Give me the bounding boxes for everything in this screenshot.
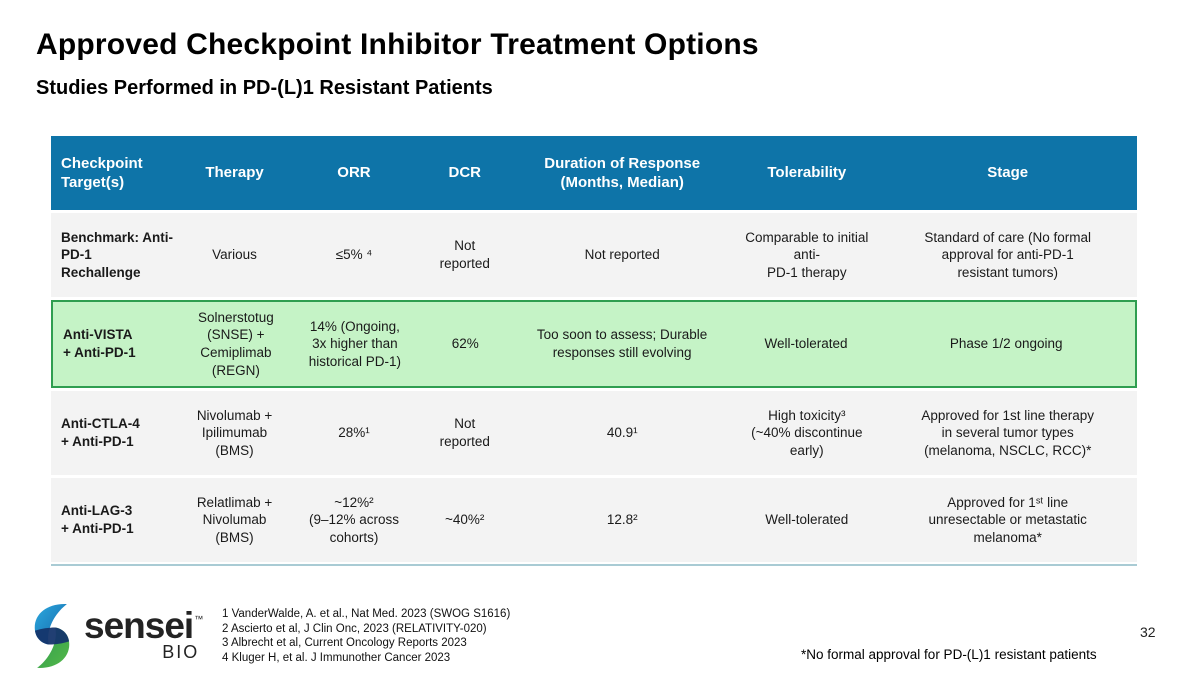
logo-bio-label: BIO: [162, 642, 200, 662]
header-cell: Checkpoint Target(s): [61, 154, 143, 192]
sensei-logo-icon: [34, 603, 70, 669]
reference-line: 1 VanderWalde, A. et al., Nat Med. 2023 …: [222, 608, 511, 620]
cell-duration: 40.9¹: [606, 425, 638, 441]
cell-orr: 28%¹: [338, 425, 370, 441]
footnote-asterisk: *No formal approval for PD-(L)1 resistan…: [801, 647, 1097, 662]
cell-checkpoint-target: Anti-LAG-3 + Anti-PD-1: [61, 503, 134, 536]
page-title: Approved Checkpoint Inhibitor Treatment …: [36, 28, 759, 61]
cell-checkpoint-target: Benchmark: Anti- PD-1 Rechallenge: [61, 229, 174, 280]
cell-therapy: Solnerstotug (SNSE) + Cemiplimab (REGN): [197, 309, 274, 378]
header-cell: Duration of Response (Months, Median): [544, 154, 701, 192]
cell-checkpoint-target: Anti-VISTA + Anti-PD-1: [63, 327, 136, 360]
cell-orr: ≤5% ⁴: [335, 247, 373, 263]
logo-text: sensei™ BIO: [84, 605, 203, 663]
cell-stage: Phase 1/2 ongoing: [949, 336, 1063, 352]
cell-duration: Not reported: [584, 247, 660, 263]
table-body: Benchmark: Anti- PD-1 Rechallenge Variou…: [51, 213, 1137, 562]
table-row: Benchmark: Anti- PD-1 Rechallenge Variou…: [51, 213, 1137, 297]
cell-duration: 12.8²: [606, 512, 638, 528]
reference-line: 2 Ascierto et al, J Clin Onc, 2023 (RELA…: [222, 622, 487, 635]
reference-line: 4 Kluger H, et al. J Immunother Cancer 2…: [222, 652, 451, 665]
cell-dcr: 62%: [451, 336, 479, 352]
cell-therapy: Nivolumab + Ipilimumab (BMS): [196, 407, 273, 458]
cell-tolerability: High toxicity³ (~40% discontinue early): [751, 407, 863, 458]
page-number: 32: [1140, 624, 1156, 640]
table-row: Anti-VISTA + Anti-PD-1 Solnerstotug (SNS…: [51, 300, 1137, 388]
cell-tolerability: Well-tolerated: [764, 336, 848, 352]
sensei-bio-logo: sensei™ BIO: [28, 603, 203, 669]
header-cell: Tolerability: [767, 164, 847, 182]
table-row: Anti-LAG-3 + Anti-PD-1 Relatlimab + Nivo…: [51, 478, 1137, 562]
logo-brand-name: sensei™: [84, 605, 203, 646]
cell-therapy: Various: [212, 247, 257, 263]
references: 1 VanderWalde, A. et al., Nat Med. 2023 …: [222, 607, 510, 666]
table-bottom-accent-line: [51, 564, 1137, 566]
cell-orr: 14% (Ongoing, 3x higher than historical …: [308, 318, 401, 369]
cell-tolerability: Well-tolerated: [765, 512, 849, 528]
cell-stage: Standard of care (No formal approval for…: [924, 229, 1091, 280]
cell-dcr: Not reported: [439, 238, 490, 271]
cell-stage: Approved for 1st line therapy in several…: [921, 407, 1095, 458]
treatment-options-table: Checkpoint Target(s) Therapy ORR DCR Duratio…: [51, 136, 1137, 566]
header-cell: Therapy: [205, 164, 264, 182]
header-cell: DCR: [448, 164, 481, 182]
header-cell: ORR: [337, 164, 371, 182]
cell-therapy: Relatlimab + Nivolumab (BMS): [196, 494, 273, 545]
reference-line: 3 Albrecht et al, Current Oncology Repor…: [222, 637, 467, 650]
cell-duration: Too soon to assess; Durable responses st…: [536, 327, 708, 360]
cell-checkpoint-target: Anti-CTLA-4 + Anti-PD-1: [61, 416, 140, 449]
header-cell: Stage: [987, 164, 1029, 182]
cell-tolerability: Comparable to initial anti- PD-1 therapy: [745, 229, 869, 280]
cell-dcr: Not reported: [439, 416, 490, 449]
trademark-symbol: ™: [194, 614, 203, 624]
table-row: Anti-CTLA-4 + Anti-PD-1 Nivolumab + Ipil…: [51, 391, 1137, 475]
cell-orr: ~12%² (9–12% across cohorts): [308, 494, 399, 545]
cell-dcr: ~40%²: [445, 512, 485, 528]
cell-stage: Approved for 1ˢᵗ line unresectable or me…: [928, 494, 1087, 545]
table-header-row: Checkpoint Target(s) Therapy ORR DCR Duratio…: [51, 136, 1137, 210]
page-subtitle: Studies Performed in PD-(L)1 Resistant P…: [36, 77, 493, 99]
